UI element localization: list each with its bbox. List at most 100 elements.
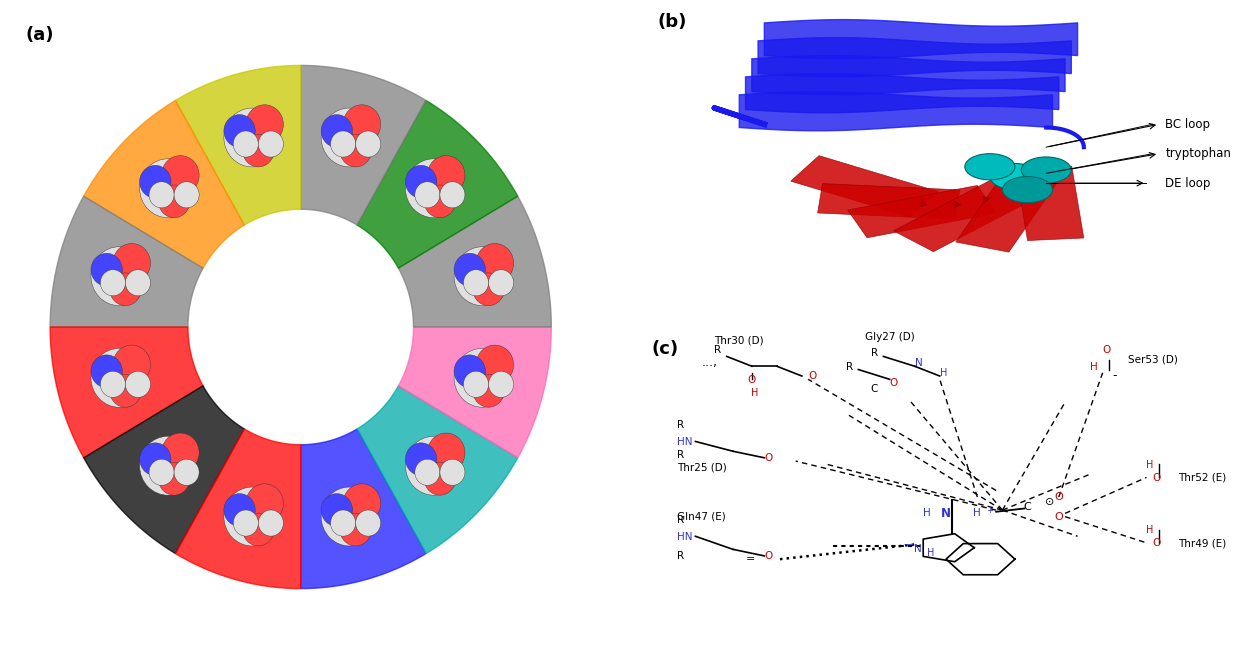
- Text: R: R: [871, 349, 878, 358]
- Text: O: O: [1055, 511, 1063, 522]
- Circle shape: [990, 164, 1040, 190]
- Circle shape: [427, 156, 465, 195]
- Circle shape: [343, 484, 381, 523]
- Text: =: =: [746, 555, 754, 564]
- Circle shape: [139, 443, 170, 475]
- Circle shape: [454, 247, 510, 305]
- Circle shape: [91, 247, 148, 305]
- Circle shape: [243, 513, 274, 546]
- Circle shape: [440, 182, 465, 208]
- Circle shape: [321, 494, 352, 526]
- Text: O: O: [808, 371, 817, 381]
- Circle shape: [174, 459, 199, 485]
- Circle shape: [125, 269, 150, 296]
- Text: R: R: [677, 551, 684, 561]
- Text: O: O: [764, 551, 773, 561]
- Text: O: O: [1153, 473, 1162, 483]
- Circle shape: [1021, 157, 1071, 183]
- Polygon shape: [1016, 166, 1084, 241]
- Polygon shape: [764, 20, 1078, 59]
- Circle shape: [406, 436, 462, 495]
- Text: —: —: [903, 540, 913, 549]
- Circle shape: [406, 159, 462, 218]
- Circle shape: [406, 443, 437, 475]
- Circle shape: [356, 131, 381, 157]
- Polygon shape: [50, 327, 203, 458]
- Circle shape: [110, 375, 142, 407]
- Text: -: -: [1113, 370, 1116, 383]
- Circle shape: [100, 269, 125, 296]
- Text: R: R: [677, 421, 684, 430]
- Polygon shape: [50, 196, 203, 327]
- Circle shape: [464, 269, 489, 296]
- Circle shape: [476, 345, 514, 385]
- Circle shape: [158, 185, 189, 218]
- Text: R: R: [846, 362, 853, 371]
- Text: O: O: [1055, 492, 1063, 502]
- Text: (c): (c): [652, 340, 679, 358]
- Text: Thr49 (E): Thr49 (E): [1178, 538, 1227, 548]
- Circle shape: [489, 269, 514, 296]
- Text: C: C: [1024, 502, 1031, 512]
- Polygon shape: [175, 429, 301, 589]
- Circle shape: [246, 105, 283, 144]
- Polygon shape: [893, 180, 1031, 252]
- Circle shape: [113, 243, 150, 283]
- Circle shape: [1002, 177, 1053, 203]
- Circle shape: [162, 433, 199, 472]
- Circle shape: [343, 105, 381, 144]
- Text: N: N: [941, 507, 951, 520]
- Circle shape: [331, 131, 356, 157]
- Circle shape: [162, 156, 199, 195]
- Text: H: H: [752, 388, 758, 398]
- Polygon shape: [301, 65, 426, 225]
- Polygon shape: [398, 327, 551, 458]
- Circle shape: [243, 134, 274, 167]
- Circle shape: [149, 182, 174, 208]
- Text: ...,: ...,: [702, 356, 718, 370]
- Circle shape: [415, 459, 440, 485]
- Circle shape: [476, 243, 514, 283]
- Circle shape: [139, 159, 195, 218]
- Circle shape: [965, 154, 1015, 180]
- Text: H: H: [1146, 460, 1154, 470]
- Text: HN: HN: [677, 532, 692, 542]
- Circle shape: [246, 484, 283, 523]
- Circle shape: [224, 487, 281, 546]
- Circle shape: [472, 273, 504, 305]
- Polygon shape: [818, 184, 960, 219]
- Text: (b): (b): [658, 13, 687, 31]
- Circle shape: [233, 131, 258, 157]
- Circle shape: [91, 349, 148, 407]
- Circle shape: [321, 108, 377, 167]
- Circle shape: [472, 375, 504, 407]
- Circle shape: [139, 436, 195, 495]
- Text: Gly27 (D): Gly27 (D): [865, 332, 915, 342]
- Circle shape: [224, 108, 281, 167]
- Text: N: N: [915, 358, 922, 368]
- Circle shape: [440, 459, 465, 485]
- Text: O: O: [764, 453, 773, 463]
- Polygon shape: [752, 56, 1065, 95]
- Circle shape: [149, 459, 174, 485]
- Text: H: H: [974, 508, 981, 519]
- Text: DE loop: DE loop: [1165, 177, 1210, 190]
- Text: O: O: [890, 378, 898, 388]
- Text: O: O: [1103, 345, 1111, 355]
- Circle shape: [356, 510, 381, 536]
- Text: H: H: [927, 547, 933, 558]
- Circle shape: [174, 182, 199, 208]
- Text: Ser53 (D): Ser53 (D): [1128, 355, 1178, 365]
- Circle shape: [454, 253, 485, 286]
- Polygon shape: [956, 175, 1056, 252]
- Text: O: O: [1153, 538, 1162, 548]
- Polygon shape: [758, 38, 1071, 77]
- Circle shape: [454, 349, 510, 407]
- Circle shape: [139, 165, 170, 198]
- Text: BC loop: BC loop: [1165, 118, 1210, 131]
- Text: R: R: [677, 450, 684, 460]
- Polygon shape: [791, 156, 938, 217]
- Text: O: O: [748, 375, 756, 385]
- Text: Thr30 (D): Thr30 (D): [714, 336, 764, 345]
- Polygon shape: [739, 92, 1053, 131]
